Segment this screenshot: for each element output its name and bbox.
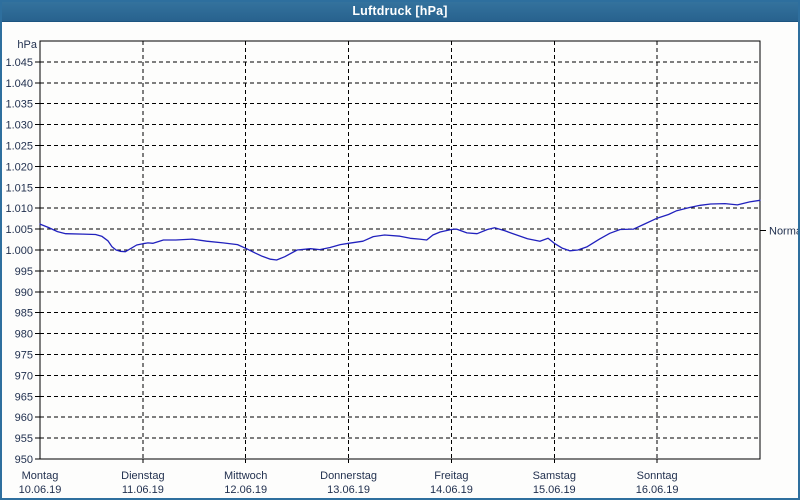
y-tick-label: 1.040	[5, 78, 33, 90]
x-day-label: Montag	[22, 470, 59, 482]
y-tick-label: 995	[15, 266, 33, 278]
y-tick-label: 1.015	[5, 182, 33, 194]
y-tick-label: 1.030	[5, 120, 33, 132]
x-day-label: Donnerstag	[320, 470, 377, 482]
x-date-label: 13.06.19	[327, 484, 370, 496]
window-title: Luftdruck [hPa]	[352, 3, 448, 18]
y-tick-label: 1.005	[5, 224, 33, 236]
y-tick-label: 970	[15, 370, 33, 382]
y-tick-label: 1.010	[5, 203, 33, 215]
y-tick-label: 1.035	[5, 99, 33, 111]
y-tick-label: 950	[15, 454, 33, 466]
x-day-label: Freitag	[434, 470, 468, 482]
y-tick-label: 1.000	[5, 245, 33, 257]
y-tick-label: 985	[15, 308, 33, 320]
y-tick-label: 965	[15, 391, 33, 403]
normal-label: Normal	[769, 225, 800, 237]
x-axis-labels: Montag 10.06.19 Dienstag 11.06.19 Mittwoch 12…	[19, 470, 679, 496]
normal-marker: Normal	[760, 225, 800, 237]
title-bar: Luftdruck [hPa]	[0, 0, 800, 22]
x-date-label: 11.06.19	[122, 484, 164, 496]
pressure-series-line	[39, 199, 761, 261]
y-tick-label: 960	[15, 412, 33, 424]
plot-border	[39, 40, 761, 460]
y-tick-label: 980	[15, 329, 33, 341]
x-day-label: Sonntag	[637, 470, 678, 482]
y-grid-and-labels: 1.045 1.040 1.035 1.030 1.025 1.020 1.015 1.010…	[5, 57, 760, 466]
y-tick-label: 990	[15, 287, 33, 299]
x-day-label: Samstag	[533, 470, 576, 482]
x-date-label: 14.06.19	[430, 484, 473, 496]
x-day-label: Mittwoch	[224, 470, 267, 482]
x-grid	[142, 41, 658, 463]
y-tick-label: 1.020	[5, 161, 33, 173]
y-tick-label: 1.025	[5, 141, 33, 153]
x-date-label: 10.06.19	[19, 484, 62, 496]
x-date-label: 16.06.19	[636, 484, 679, 496]
y-tick-label: 1.045	[5, 57, 33, 69]
x-day-label: Dienstag	[121, 470, 164, 482]
y-axis-unit-label: hPa	[17, 39, 37, 51]
y-tick-label: 975	[15, 350, 33, 362]
x-date-label: 12.06.19	[224, 484, 267, 496]
x-date-label: 15.06.19	[533, 484, 576, 496]
y-tick-label: 955	[15, 433, 33, 445]
